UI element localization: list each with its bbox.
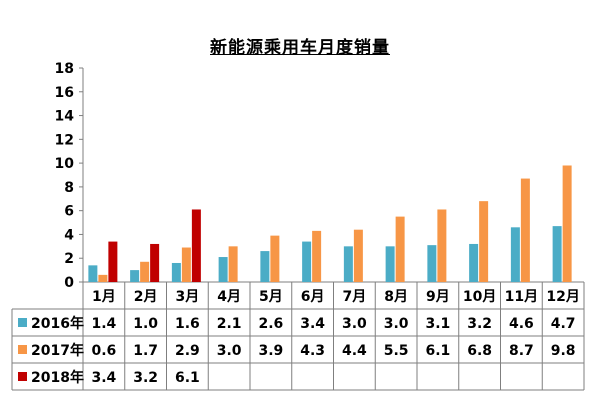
table-value-cell: 6.1 [175, 370, 200, 386]
x-category-label: 10月 [463, 289, 496, 305]
bar-2017年-9月 [437, 209, 447, 282]
x-category-label: 6月 [301, 289, 325, 305]
table-value-cell: 4.6 [509, 316, 534, 332]
bar-2017年-8月 [395, 216, 405, 282]
table-value-cell: 3.2 [133, 370, 158, 386]
legend-label: 2018年 [31, 369, 84, 386]
bar-2016年-11月 [510, 227, 520, 282]
bar-2016年-1月 [88, 265, 98, 282]
bar-2016年-8月 [385, 246, 395, 282]
chart-title: 新能源乘用车月度销量 [210, 38, 390, 58]
bar-2018年-2月 [150, 243, 160, 282]
table-value-cell: 3.9 [258, 343, 283, 359]
x-category-label: 8月 [384, 289, 408, 305]
y-tick-label: 14 [55, 109, 75, 125]
x-category-label: 3月 [176, 289, 200, 305]
bar-2017年-1月 [98, 274, 108, 282]
x-category-label: 9月 [426, 289, 450, 305]
bar-2016年-3月 [171, 262, 181, 282]
x-category-label: 12月 [546, 289, 579, 305]
table-value-cell: 4.3 [300, 343, 325, 359]
legend-key-2017年 [18, 345, 27, 354]
x-category-label: 7月 [343, 289, 367, 305]
table-value-cell: 0.6 [91, 343, 116, 359]
bar-2018年-1月 [108, 241, 118, 282]
table-value-cell: 3.4 [91, 370, 116, 386]
bar-2016年-9月 [427, 245, 437, 282]
x-category-label: 4月 [217, 289, 241, 305]
table-value-cell: 1.6 [175, 316, 200, 332]
y-tick-label: 8 [64, 180, 74, 196]
y-tick-label: 4 [64, 227, 74, 243]
table-value-cell: 3.0 [384, 316, 409, 332]
table-value-cell: 2.6 [258, 316, 283, 332]
table-value-cell: 1.4 [91, 316, 116, 332]
y-tick-label: 12 [55, 132, 74, 148]
table-value-cell: 6.1 [425, 343, 450, 359]
x-category-label: 2月 [134, 289, 158, 305]
x-category-label: 5月 [259, 289, 283, 305]
table-value-cell: 6.8 [467, 343, 492, 359]
bar-2017年-4月 [228, 246, 238, 282]
y-tick-label: 10 [55, 156, 75, 172]
table-value-cell: 3.2 [467, 316, 492, 332]
bar-2017年-10月 [479, 201, 489, 282]
bar-2016年-10月 [469, 243, 479, 282]
legend-label: 2017年 [31, 342, 84, 359]
legend-key-2016年 [18, 318, 27, 327]
x-category-label: 11月 [505, 289, 538, 305]
bar-2017年-6月 [312, 230, 322, 282]
bar-2017年-3月 [181, 247, 191, 282]
bar-2016年-6月 [302, 241, 312, 282]
bar-2016年-7月 [343, 246, 353, 282]
bar-2016年-12月 [552, 226, 562, 282]
table-value-cell: 2.9 [175, 343, 200, 359]
x-category-label: 1月 [92, 289, 116, 305]
y-tick-label: 18 [55, 61, 74, 77]
legend-key-2018年 [18, 372, 27, 381]
legend-label: 2016年 [31, 315, 84, 332]
table-value-cell: 1.7 [133, 343, 158, 359]
bar-2018年-3月 [191, 209, 201, 282]
table-value-cell: 9.8 [551, 343, 576, 359]
table-value-cell: 2.1 [217, 316, 242, 332]
bar-2017年-11月 [520, 178, 530, 282]
table-value-cell: 3.0 [217, 343, 242, 359]
table-value-cell: 8.7 [509, 343, 534, 359]
table-value-cell: 5.5 [384, 343, 409, 359]
table-value-cell: 3.4 [300, 316, 325, 332]
table-value-cell: 1.0 [133, 316, 158, 332]
table-value-cell: 4.7 [551, 316, 576, 332]
bar-2016年-5月 [260, 251, 270, 282]
bar-2016年-4月 [218, 257, 228, 282]
bar-2017年-2月 [140, 261, 150, 282]
bar-2017年-12月 [562, 165, 572, 282]
y-tick-label: 6 [64, 204, 74, 220]
y-tick-label: 0 [64, 275, 74, 291]
y-tick-label: 2 [64, 251, 74, 267]
bar-2016年-2月 [130, 270, 140, 282]
table-value-cell: 4.4 [342, 343, 367, 359]
bar-2017年-7月 [353, 229, 363, 282]
bar-2017年-5月 [270, 235, 280, 282]
table-value-cell: 3.1 [425, 316, 450, 332]
table-value-cell: 3.0 [342, 316, 367, 332]
y-tick-label: 16 [55, 85, 74, 101]
